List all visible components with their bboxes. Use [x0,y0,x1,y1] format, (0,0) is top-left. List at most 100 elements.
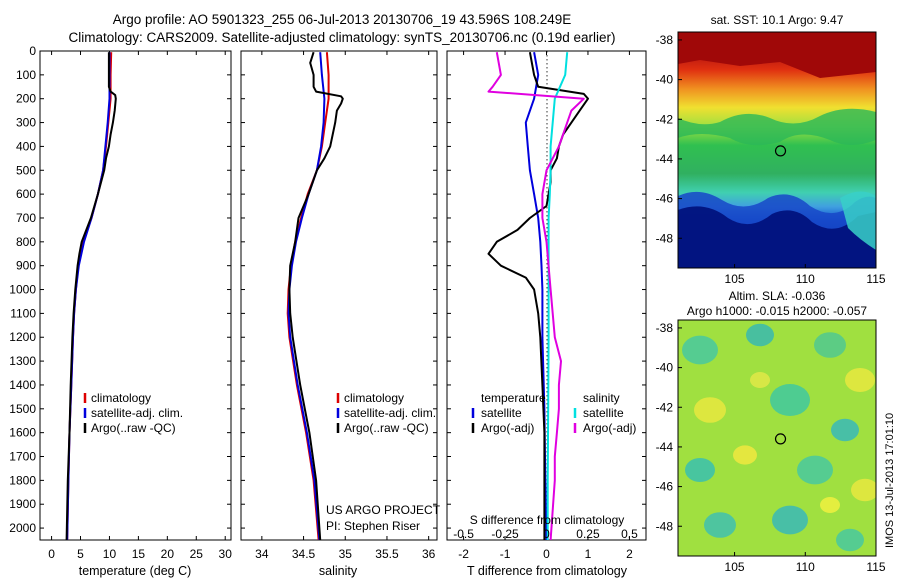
sla-blob [694,397,726,423]
difference-frame [446,50,647,541]
sla-blob [750,372,770,388]
y-tick-label: 1700 [9,450,36,464]
series-line [524,52,548,540]
map-y-tick-label: -44 [656,440,674,454]
map-x-tick-label: 105 [725,272,745,286]
legend-label: satellite [481,406,522,420]
y-tick-label: 400 [16,139,36,153]
sla-blob [814,332,846,358]
x-tick-label: 1 [585,547,592,561]
legend-label: satellite [583,406,624,420]
s-diff-tick-labels: -0.5 -0.25 0 0.25 0.5 [453,527,638,541]
legend-label: climatology [344,391,404,405]
sla-blob [836,528,864,552]
sla-axes: 105 110 115 -38 -40 -42 -44 -46 -48 [656,321,886,574]
series-line [66,52,111,540]
y-tick-label: 1400 [9,378,36,392]
sla-blob [797,455,833,485]
y-tick-label: 1300 [9,354,36,368]
imos-credit: IMOS 13-Jul-2013 17:01:10 [884,413,896,548]
difference-lines [487,52,589,540]
y-tick-label: 1900 [9,497,36,511]
s-diff-tick-label: -0.5 [453,527,474,541]
sla-blob [845,368,875,392]
map-y-tick-label: -40 [656,361,674,375]
x-tick-label: 2 [626,547,633,561]
sst-frame [677,31,877,269]
y-tick-label: 300 [16,116,36,130]
x-tick-label: -2 [458,547,469,561]
sla-blob [772,505,808,535]
depth-axis: 0 100 200 300 400 500 600 700 800 900 1000 1100 1200… [9,44,231,535]
pi-credit: PI: Stephen Riser [326,519,420,533]
series-line [487,52,585,540]
x-tick-label: 30 [219,547,233,561]
s-diff-tick-label: 0.25 [576,527,600,541]
legend-label: satellite-adj. clim. [344,406,436,420]
temperature-frame [39,50,232,541]
map-y-tick-label: -42 [656,112,674,126]
salinity-y-ticks [241,50,437,529]
y-tick-label: 0 [29,44,36,58]
series-line [66,52,113,540]
x-tick-label: 36 [422,547,436,561]
sla-blob [746,323,774,347]
map-y-tick-label: -46 [656,480,674,494]
sla-blob [682,335,718,365]
sla-map-panel: Altim. SLA: -0.036 Argo h1000: -0.015 h2… [656,289,886,574]
salinity-frame [240,50,438,541]
map-x-tick-label: 115 [866,560,885,574]
y-tick-label: 2000 [9,521,36,535]
legend-title: salinity [583,391,620,405]
y-tick-label: 1500 [9,402,36,416]
sla-blob [733,445,757,465]
sst-axes: 105 110 115 -38 -40 -42 -44 -46 -48 [656,33,886,286]
salinity-panel: 34 34.5 35 35.5 36 climatologysatellite-adj.… [240,50,441,578]
temperature-lines [65,52,117,540]
s-diff-label: S difference from climatology [470,513,625,527]
x-tick-label: 34.5 [292,547,316,561]
sst-map-panel: sat. SST: 10.1 Argo: 9.47 105 110 115 -38 -4… [656,13,886,286]
temperature-xlabel: temperature (deg C) [79,564,192,578]
y-tick-label: 600 [16,187,36,201]
temperature-panel: 0100200300400500600700800900100011001200… [9,44,232,578]
x-tick-label: 34 [255,547,269,561]
salinity-lines [286,51,344,540]
s-diff-tick-label: 0.5 [621,527,638,541]
map-x-tick-label: 110 [796,560,815,574]
difference-panel: -2 -1 0 1 2 temperature salinitysatelliteArgo… [446,50,647,578]
sla-heatmap [678,320,876,556]
x-tick-label: 0 [48,547,55,561]
legend-label: Argo(-adj) [583,421,636,435]
map-x-tick-label: 115 [866,272,885,286]
map-y-tick-label: -38 [656,33,674,47]
s-diff-tick-label: 0 [543,527,550,541]
x-tick-label: 20 [161,547,175,561]
series-line [546,52,569,540]
sla-blob [704,512,736,538]
map-y-tick-label: -44 [656,152,674,166]
y-tick-label: 500 [16,163,36,177]
t-diff-xlabel: T difference from climatology [467,564,628,578]
sst-title: sat. SST: 10.1 Argo: 9.47 [711,13,844,27]
sla-blob [770,384,810,416]
map-y-tick-label: -38 [656,321,674,335]
y-tick-label: 1100 [10,306,36,320]
s-diff-tick-label: -0.25 [491,527,519,541]
sla-blob [820,497,840,513]
header-line1: Argo profile: AO 5901323_255 06-Jul-2013… [113,12,572,27]
legend-title: temperature [481,391,546,405]
x-tick-label: 15 [132,547,146,561]
legend-label: Argo(..raw -QC) [91,421,176,435]
project-credit: US ARGO PROJECT [326,503,441,517]
legend-label: Argo(..raw -QC) [344,421,429,435]
sla-argo-marker [774,433,787,445]
x-tick-label: 35 [339,547,353,561]
sla-blob [851,478,876,502]
sla-blob [685,458,715,482]
sla-title: Altim. SLA: -0.036 [729,289,826,303]
temperature-x-axis: 0 5 10 15 20 25 30 [48,51,232,561]
map-y-tick-label: -42 [656,400,674,414]
map-y-tick-label: -46 [656,192,674,206]
